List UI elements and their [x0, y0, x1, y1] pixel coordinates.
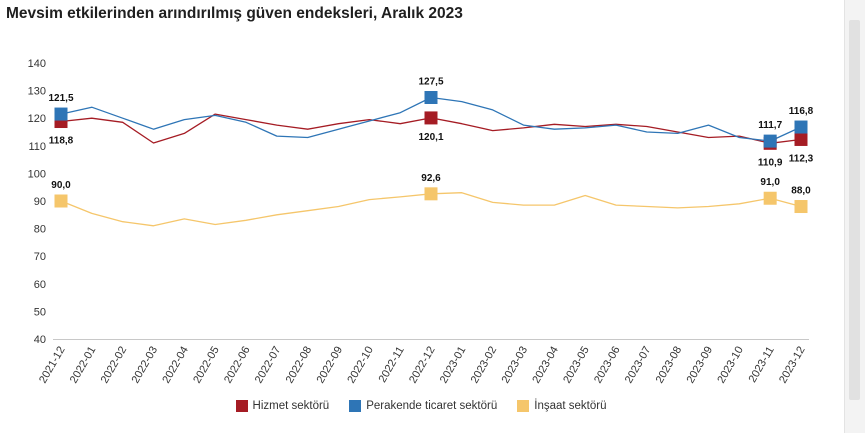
data-point-marker [424, 91, 438, 104]
data-point-marker [54, 194, 68, 208]
y-tick-label: 110 [28, 141, 46, 153]
x-tick-label: 2023-01 [438, 345, 469, 386]
x-tick-label: 2022-12 [407, 345, 438, 386]
data-labels: 118,8 121,5 90,0 120,1 127,5 92,6 110,9 111,7 91… [48, 77, 813, 197]
x-tick-label: 2023-03 [500, 345, 531, 386]
data-label: 111,7 [758, 120, 782, 131]
y-tick-label: 90 [34, 196, 46, 208]
x-tick-label: 2023-05 [561, 345, 592, 386]
data-label: 120,1 [418, 132, 443, 143]
data-label: 90,0 [51, 180, 71, 191]
data-label: 91,0 [760, 177, 780, 188]
y-tick-label: 140 [28, 58, 46, 70]
x-tick-label: 2023-06 [592, 345, 623, 386]
data-point-marker [794, 132, 808, 146]
legend-swatch [235, 400, 248, 412]
x-tick-label: 2022-06 [222, 345, 253, 386]
legend-item: Perakende ticaret sektörü [349, 400, 497, 412]
y-tick-label: 50 [34, 306, 46, 318]
data-point-marker [763, 191, 777, 205]
data-point-marker [54, 107, 68, 121]
data-point-marker [794, 120, 808, 134]
legend-item: Hizmet sektörü [235, 400, 330, 412]
x-tick-label: 2023-04 [530, 345, 561, 386]
x-tick-label: 2022-07 [253, 345, 284, 386]
data-label: 110,9 [758, 157, 783, 168]
data-label: 121,5 [48, 93, 73, 104]
x-tick-label: 2023-08 [654, 345, 685, 386]
data-point-marker [424, 187, 438, 201]
data-point-marker [424, 111, 438, 125]
x-tick-label: 2023-12 [777, 345, 808, 386]
y-tick-label: 120 [28, 113, 46, 125]
x-tick-label: 2023-11 [747, 345, 777, 385]
x-tick-label: 2022-08 [284, 345, 315, 386]
x-tick-label: 2022-02 [99, 345, 130, 386]
x-tick-label: 2022-11 [377, 345, 407, 385]
data-label: 118,8 [49, 136, 74, 147]
legend-swatch [349, 400, 362, 412]
y-tick-label: 130 [28, 86, 46, 98]
legend: Hizmet sektörü Perakende ticaret sektörü İ… [0, 400, 842, 412]
legend-label: Perakende ticaret sektörü [366, 400, 498, 412]
y-tick-label: 80 [34, 224, 46, 236]
y-tick-label: 70 [34, 251, 46, 263]
data-label: 116,8 [789, 106, 814, 117]
data-point-marker [763, 134, 777, 148]
data-point-marker [794, 200, 808, 214]
x-tick-label: 2022-10 [345, 345, 376, 386]
x-tick-label: 2022-05 [191, 345, 222, 386]
data-label: 88,0 [791, 186, 811, 197]
legend-swatch [517, 400, 530, 412]
x-tick-label: 2022-09 [315, 345, 346, 386]
x-tick-label: 2023-02 [469, 344, 500, 385]
y-tick-label: 40 [34, 334, 46, 346]
data-label: 127,5 [418, 77, 443, 88]
x-tick-label: 2022-04 [160, 345, 191, 386]
legend-item: İnşaat sektörü [517, 400, 606, 412]
x-tick-label: 2023-09 [685, 345, 716, 386]
vertical-scrollbar[interactable] [844, 0, 865, 433]
legend-label: Hizmet sektörü [252, 400, 330, 412]
x-tick-label: 2022-03 [130, 345, 161, 386]
x-tick-label: 2023-10 [715, 345, 746, 386]
scrollbar-thumb[interactable] [849, 20, 860, 400]
legend-label: İnşaat sektörü [534, 400, 607, 412]
y-tick-label: 60 [34, 279, 46, 291]
chart-title: Mevsim etkilerinden arındırılmış güven e… [6, 5, 463, 22]
x-tick-label: 2021-12 [37, 345, 68, 386]
series-markers [54, 91, 808, 214]
x-tick-label: 2023-07 [623, 345, 654, 386]
x-tick-label: 2022-01 [68, 345, 99, 386]
data-label: 92,6 [421, 173, 441, 184]
data-label: 112,3 [789, 153, 814, 164]
y-tick-label: 100 [28, 168, 46, 180]
